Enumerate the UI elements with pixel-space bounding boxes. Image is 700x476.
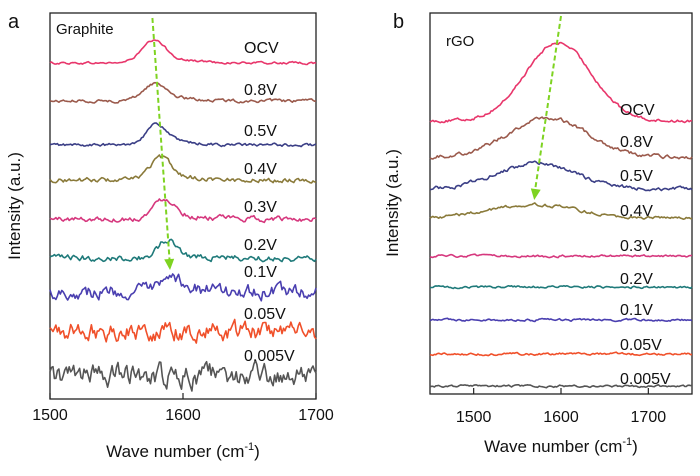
panel-a-xlabel: Wave number (cm-1) [106,441,260,461]
panel-a-spectrum-03v [49,198,317,224]
panel-b-series-label: 0.1V [620,302,653,319]
panel-b-trend-arrow-shaft [533,15,562,193]
panel-a-trend-arrow-head [164,258,175,270]
panel-b-spectrum-ocv [429,41,693,124]
panel-a-ylabel: Intensity (a.u.) [5,152,24,260]
panel-a-spectrum-01v [49,273,317,302]
panel-b-series-label: 0.3V [620,238,653,255]
panel-b-series-labels: OCV 0.8V 0.5V 0.4V 0.3V 0.2V 0.1V 0.05V 0.005V [620,102,671,388]
panel-b: b rGO Intensity (a.u.) Wave number (cm-1… [383,11,693,456]
panel-b-x-tick-label: 1500 [456,409,492,426]
panel-b-x-ticks: 1500 1600 1700 [456,388,666,426]
panel-a-series-label: 0.4V [244,161,277,178]
panel-a-letter: a [8,11,20,33]
panel-b-spectrum-08v [429,116,693,160]
panel-b-spectrum-02v [429,284,693,290]
panel-b-x-tick-label: 1600 [543,409,579,426]
panel-a-trend-arrow [151,17,175,270]
panel-a-x-tick-label: 1600 [165,407,201,424]
panel-a-x-tick-label: 1500 [32,407,68,424]
panel-a-series-label: 0.1V [244,264,277,281]
panel-a-x-tick-label: 1700 [298,407,334,424]
panel-b-series-label: 0.5V [620,168,653,185]
panel-a-inset-label: Graphite [56,21,114,38]
panel-a-spectrum-08v [49,81,317,104]
panel-b-inset-label: rGO [446,33,474,50]
panel-a: a Graphite Intensity (a.u.) Wave number … [5,11,334,461]
panel-b-series-label: 0.05V [620,337,662,354]
panel-b-series-label: 0.4V [620,203,653,220]
panel-b-spectra [429,41,693,389]
panel-a-series-label: 0.2V [244,237,277,254]
panel-a-series-label: 0.05V [244,306,286,323]
panel-b-spectrum-04v [429,202,692,220]
panel-b-series-label: 0.8V [620,134,653,151]
panel-b-spectrum-01v [429,317,693,323]
panel-a-series-labels: OCV 0.8V 0.5V 0.4V 0.3V 0.2V 0.1V 0.05V 0.005V [244,40,295,365]
panel-b-letter: b [393,11,404,33]
panel-b-ylabel: Intensity (a.u.) [383,149,402,257]
panel-a-spectrum-0005v [49,359,317,392]
panel-b-trend-arrow-head [530,188,541,200]
panel-b-series-label: 0.2V [620,271,653,288]
panel-a-spectrum-04v [49,154,317,184]
panel-a-spectrum-005v [49,318,317,344]
panel-a-spectra [49,39,317,392]
panel-a-series-label: 0.005V [244,348,295,365]
panel-a-trend-arrow-shaft [151,17,171,263]
panel-a-series-label: 0.5V [244,123,277,140]
panel-a-series-label: OCV [244,40,279,57]
panel-b-spectrum-005v [429,351,693,357]
panel-b-spectrum-0005v [429,383,693,389]
panel-b-series-label: 0.005V [620,371,671,388]
panel-b-spectrum-05v [429,160,693,192]
panel-a-spectrum-05v [49,122,317,148]
panel-a-series-label: 0.3V [244,199,277,216]
panel-a-series-label: 0.8V [244,82,277,99]
panel-a-spectrum-ocv [49,39,317,66]
panel-b-series-label: OCV [620,102,655,119]
panel-b-spectrum-03v [429,253,693,259]
panel-b-xlabel: Wave number (cm-1) [484,436,638,456]
panel-a-spectrum-02v [49,238,317,263]
panel-b-trend-arrow [530,15,562,200]
panel-a-x-ticks: 1500 1600 1700 [32,393,334,424]
panel-b-x-tick-label: 1700 [631,409,667,426]
